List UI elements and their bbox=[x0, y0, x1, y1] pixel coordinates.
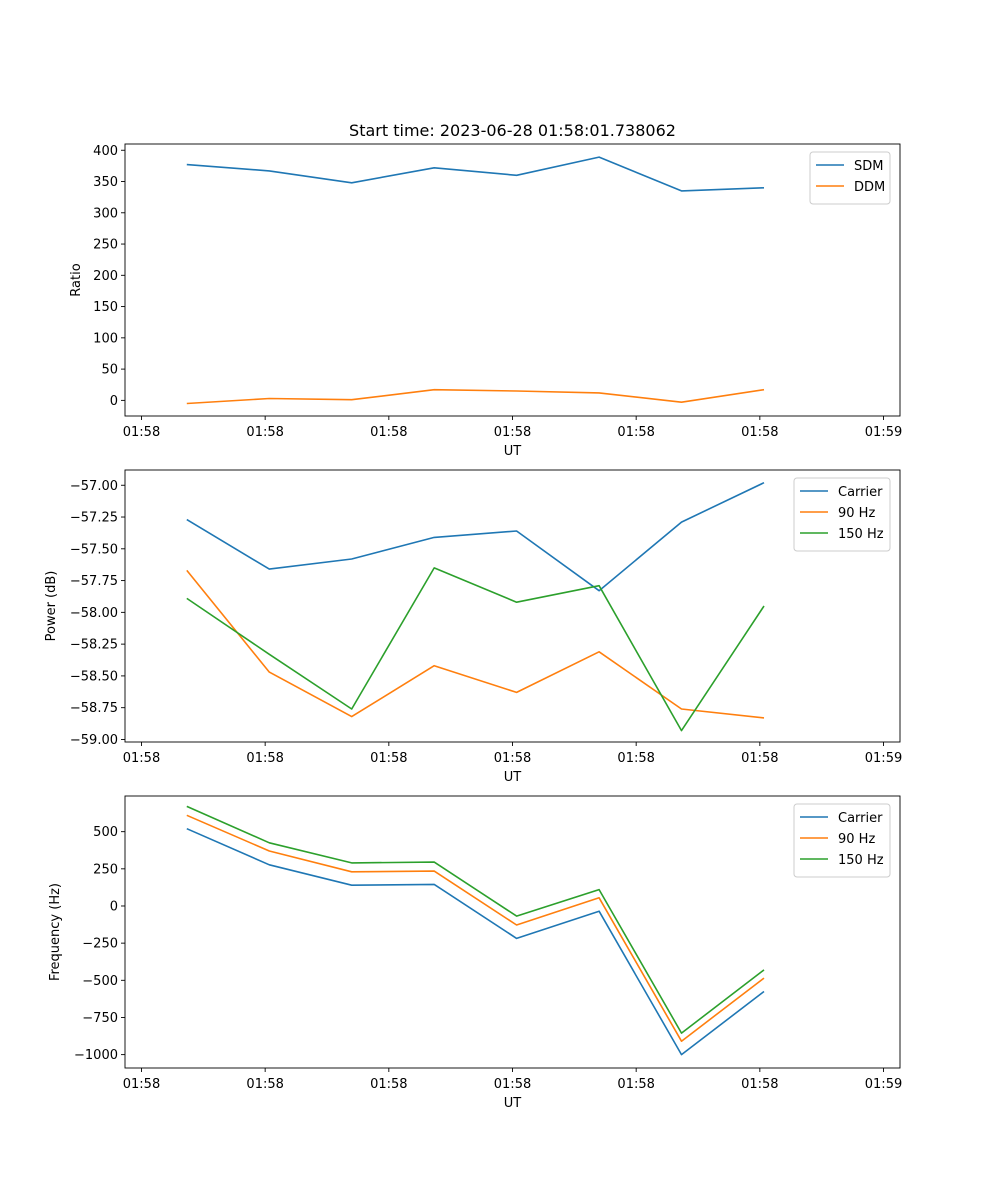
p1-x-tick-label: 01:58 bbox=[741, 751, 778, 766]
p0-x-tick-label: 01:58 bbox=[123, 425, 160, 440]
p0-x-tick-label: 01:58 bbox=[246, 425, 283, 440]
p0-x-tick-label: 01:58 bbox=[741, 425, 778, 440]
p0-series-line-0 bbox=[186, 156, 765, 192]
p0-legend-label: SDM bbox=[854, 159, 883, 174]
p1-y-tick-label: −57.50 bbox=[70, 542, 118, 557]
p1-y-tick-label: −58.50 bbox=[70, 669, 118, 684]
p2-legend-label: 150 Hz bbox=[838, 853, 884, 868]
p1-series-line-0 bbox=[186, 481, 765, 592]
p2-legend-label: Carrier bbox=[838, 811, 883, 826]
p1-x-axis-label: UT bbox=[504, 770, 522, 785]
p1-x-tick-label: 01:58 bbox=[370, 751, 407, 766]
p2-x-tick-label: 01:58 bbox=[494, 1077, 531, 1092]
p2-y-tick-label: 0 bbox=[110, 899, 118, 914]
p1-y-axis-label: Power (dB) bbox=[44, 571, 59, 642]
p2-series-line-0 bbox=[186, 827, 765, 1056]
p1-x-tick-label: 01:58 bbox=[617, 751, 654, 766]
p0-y-tick-label: 100 bbox=[93, 331, 118, 346]
p2-y-tick-label: −750 bbox=[82, 1011, 118, 1026]
p0-x-tick-label: 01:58 bbox=[370, 425, 407, 440]
p2-y-tick-label: −1000 bbox=[74, 1048, 118, 1063]
p2-x-tick-label: 01:58 bbox=[123, 1077, 160, 1092]
p1-legend-label: 150 Hz bbox=[838, 527, 884, 542]
p0-series-line-1 bbox=[186, 388, 765, 405]
p0-x-tick-label: 01:58 bbox=[494, 425, 531, 440]
p0-y-tick-label: 200 bbox=[93, 269, 118, 284]
p1-y-tick-label: −58.75 bbox=[70, 701, 118, 716]
p0-x-tick-label: 01:58 bbox=[617, 425, 654, 440]
p2-y-tick-label: −500 bbox=[82, 974, 118, 989]
p2-y-axis-label: Frequency (Hz) bbox=[48, 883, 63, 981]
p1-series-line-2 bbox=[186, 567, 765, 732]
p1-x-tick-label: 01:58 bbox=[246, 751, 283, 766]
subplot-power: 01:58 01:58 01:58 01:58 01:58 01:58 01:59 −59.0… bbox=[44, 469, 902, 785]
p1-x-tick-label: 01:59 bbox=[865, 751, 902, 766]
p0-y-tick-label: 350 bbox=[93, 175, 118, 190]
p2-legend-label: 90 Hz bbox=[838, 832, 875, 847]
figure-title: Start time: 2023-06-28 01:58:01.738062 bbox=[349, 121, 676, 140]
p1-y-tick-label: −57.00 bbox=[70, 479, 118, 494]
p1-legend-label: 90 Hz bbox=[838, 506, 875, 521]
p2-y-tick-label: 250 bbox=[93, 862, 118, 877]
p2-y-tick-label: 500 bbox=[93, 825, 118, 840]
p0-y-tick-label: 50 bbox=[101, 363, 118, 378]
subplot-ratio: 01:58 01:58 01:58 01:58 01:58 01:58 01:59 0 50 10… bbox=[69, 143, 902, 459]
p2-y-tick-label: −250 bbox=[82, 937, 118, 952]
p1-y-tick-label: −57.75 bbox=[70, 574, 118, 589]
p0-y-tick-label: 300 bbox=[93, 206, 118, 221]
p1-y-tick-label: −59.00 bbox=[70, 733, 118, 748]
subplot-frequency: 01:58 01:58 01:58 01:58 01:58 01:58 01:59 −1000… bbox=[48, 795, 902, 1111]
p1-y-tick-label: −58.25 bbox=[70, 638, 118, 653]
p1-y-tick-label: −58.00 bbox=[70, 606, 118, 621]
p0-x-axis-label: UT bbox=[504, 444, 522, 459]
p2-x-tick-label: 01:58 bbox=[370, 1077, 407, 1092]
p1-x-tick-label: 01:58 bbox=[494, 751, 531, 766]
p0-y-tick-label: 400 bbox=[93, 144, 118, 159]
p0-y-tick-label: 0 bbox=[110, 394, 118, 409]
p0-legend-label: DDM bbox=[854, 180, 885, 195]
p1-legend-label: Carrier bbox=[838, 485, 883, 500]
p2-x-tick-label: 01:58 bbox=[246, 1077, 283, 1092]
p2-x-tick-label: 01:59 bbox=[865, 1077, 902, 1092]
p0-y-tick-label: 150 bbox=[93, 300, 118, 315]
p0-y-tick-label: 250 bbox=[93, 238, 118, 253]
p2-axes-frame bbox=[124, 795, 901, 1069]
p2-x-tick-label: 01:58 bbox=[741, 1077, 778, 1092]
p2-series-line-1 bbox=[186, 814, 765, 1042]
p1-y-tick-label: −57.25 bbox=[70, 511, 118, 526]
p0-x-tick-label: 01:59 bbox=[865, 425, 902, 440]
p1-axes-frame bbox=[124, 469, 901, 743]
p0-axes-frame bbox=[124, 143, 901, 417]
p1-x-tick-label: 01:58 bbox=[123, 751, 160, 766]
p2-series-line-2 bbox=[186, 805, 765, 1034]
p2-x-axis-label: UT bbox=[504, 1096, 522, 1111]
p2-x-tick-label: 01:58 bbox=[617, 1077, 654, 1092]
p0-y-axis-label: Ratio bbox=[69, 263, 84, 296]
p1-series-line-1 bbox=[186, 569, 765, 719]
